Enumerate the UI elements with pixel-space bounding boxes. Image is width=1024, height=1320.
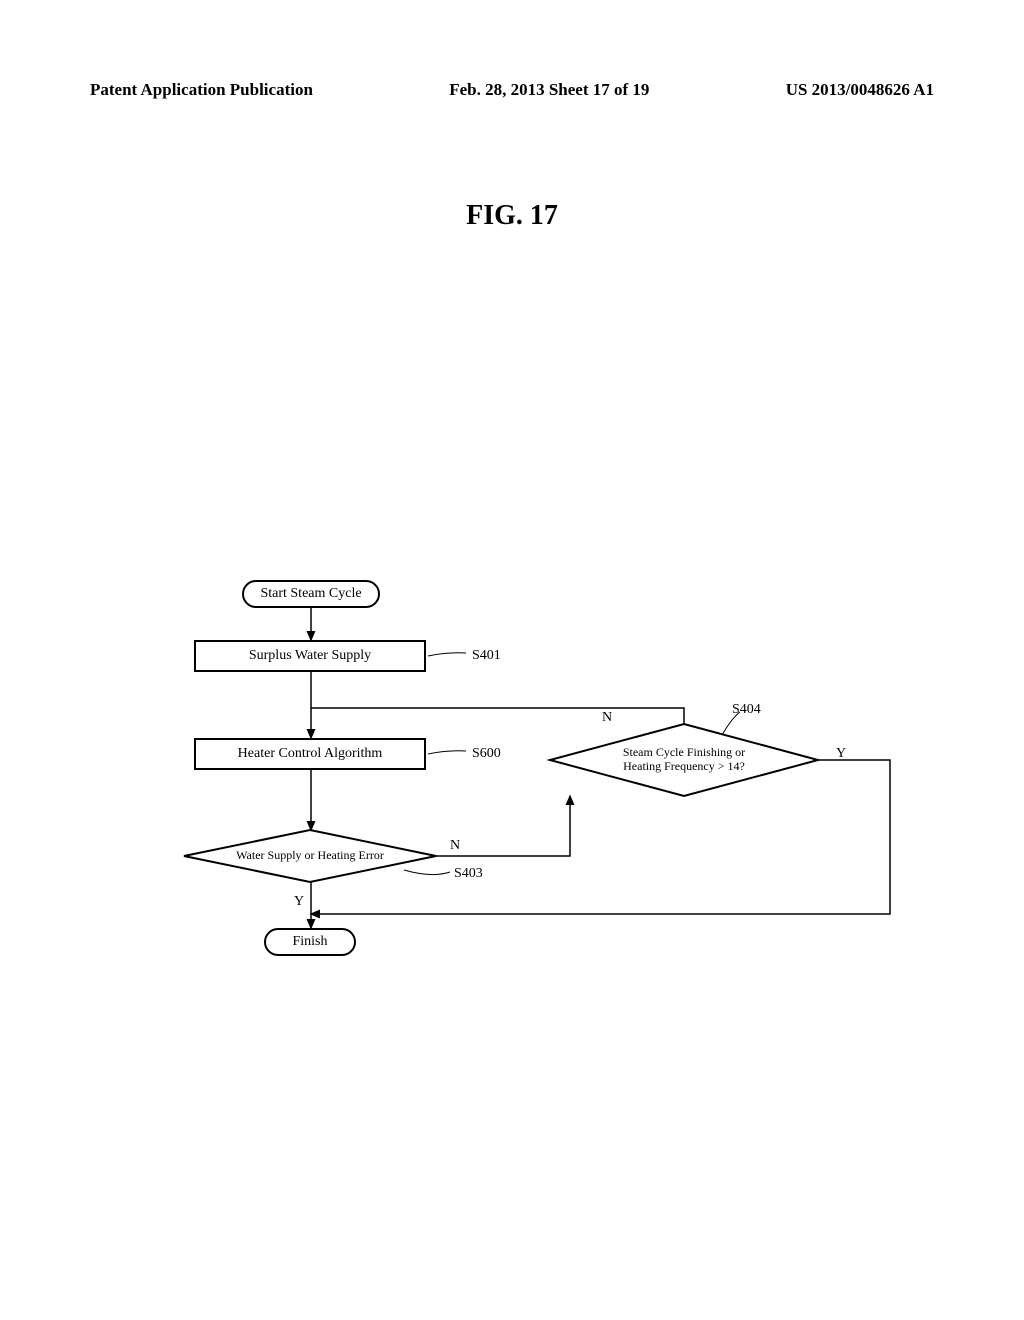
ref-s401: S401 xyxy=(472,648,501,664)
s404-no: N xyxy=(602,710,612,726)
s403-yes: Y xyxy=(294,894,304,910)
s600-label: Heater Control Algorithm xyxy=(238,746,383,762)
header-left: Patent Application Publication xyxy=(90,80,313,100)
s401-label: Surplus Water Supply xyxy=(249,648,371,664)
ref-s404: S404 xyxy=(732,702,761,718)
finish-node: Finish xyxy=(264,928,356,956)
start-label: Start Steam Cycle xyxy=(260,586,361,602)
s403-text: Water Supply or Heating Error xyxy=(210,849,410,863)
s403-no: N xyxy=(450,838,460,854)
ref-s600: S600 xyxy=(472,746,501,762)
header-right: US 2013/0048626 A1 xyxy=(786,80,934,100)
finish-label: Finish xyxy=(292,934,327,950)
start-node: Start Steam Cycle xyxy=(242,580,380,608)
s404-text: Steam Cycle Finishing or Heating Frequen… xyxy=(580,746,788,774)
s600-node: Heater Control Algorithm xyxy=(194,738,426,770)
header-center: Feb. 28, 2013 Sheet 17 of 19 xyxy=(449,80,649,100)
s404-yes: Y xyxy=(836,746,846,762)
figure-title: FIG. 17 xyxy=(466,200,558,232)
ref-s403: S403 xyxy=(454,866,483,882)
flowchart: Start Steam Cycle Surplus Water Supply H… xyxy=(150,580,920,1020)
s401-node: Surplus Water Supply xyxy=(194,640,426,672)
